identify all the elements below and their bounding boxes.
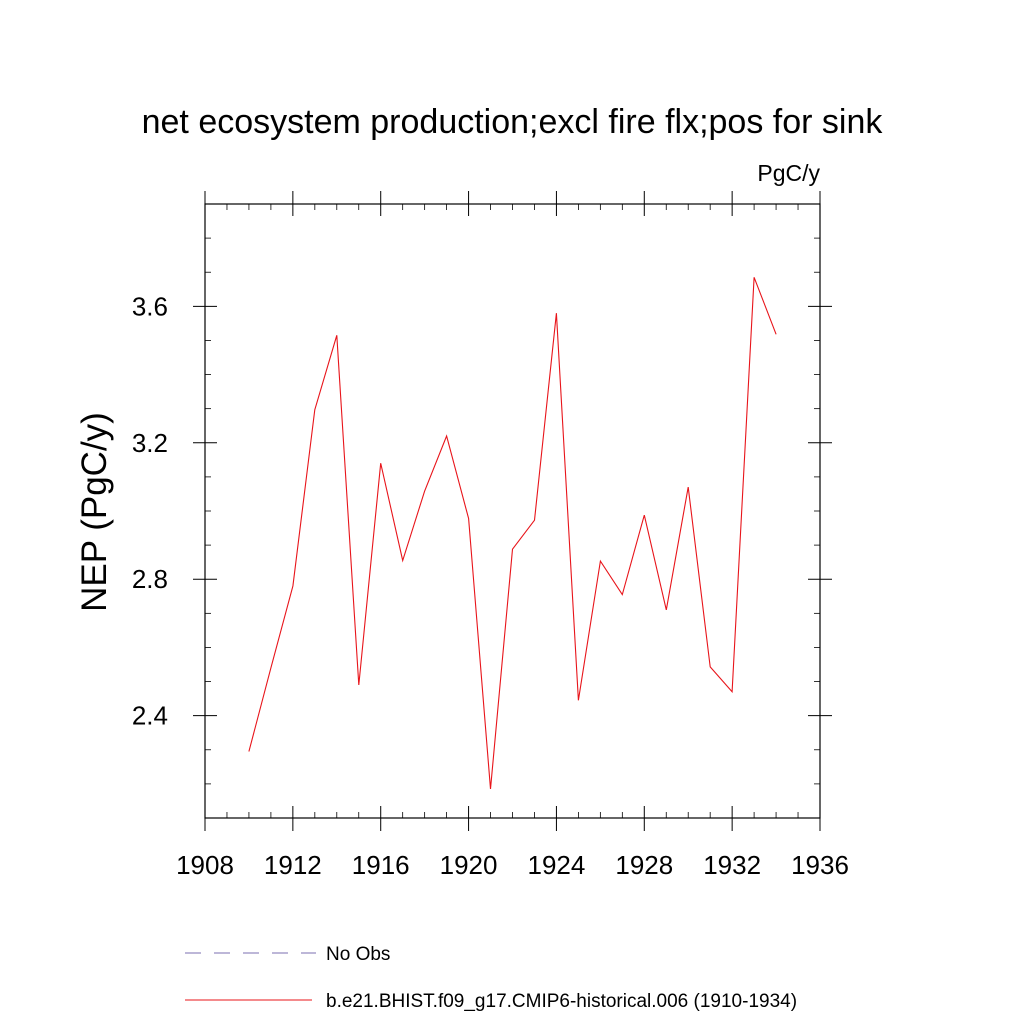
x-tick-label: 1916 [352, 850, 410, 880]
x-tick-label: 1924 [528, 850, 586, 880]
x-tick-label: 1920 [440, 850, 498, 880]
plot-area: 1908 1912 1916 1920 1924 1928 1932 1936 2.4 2.8 3.… [132, 191, 849, 880]
y-tick-label: 2.4 [132, 701, 168, 731]
axis-ticks [193, 191, 832, 831]
series-layer [248, 277, 777, 790]
y-tick-label: 2.8 [132, 564, 168, 594]
y-tick-label: 3.2 [132, 428, 168, 458]
x-tick-label: 1928 [615, 850, 673, 880]
legend-label-no-obs: No Obs [326, 944, 390, 965]
series-line-1 [248, 277, 777, 790]
units-label: PgC/y [757, 160, 820, 186]
y-tick-label: 3.6 [132, 291, 168, 321]
plot-frame [204, 203, 821, 819]
x-tick-label: 1932 [703, 850, 761, 880]
chart-title: net ecosystem production;excl fire flx;p… [142, 103, 884, 141]
axis-tick-labels: 1908 1912 1916 1920 1924 1928 1932 1936 2.4 2.8 3.… [132, 291, 849, 880]
legend-label-model: b.e21.BHIST.f09_g17.CMIP6-historical.006… [326, 991, 797, 1012]
x-tick-label: 1912 [264, 850, 322, 880]
legend: No Obs b.e21.BHIST.f09_g17.CMIP6-histori… [185, 944, 797, 1012]
y-axis-label: NEP (PgC/y) [75, 412, 114, 612]
x-tick-label: 1936 [791, 850, 849, 880]
x-tick-label: 1908 [176, 850, 234, 880]
